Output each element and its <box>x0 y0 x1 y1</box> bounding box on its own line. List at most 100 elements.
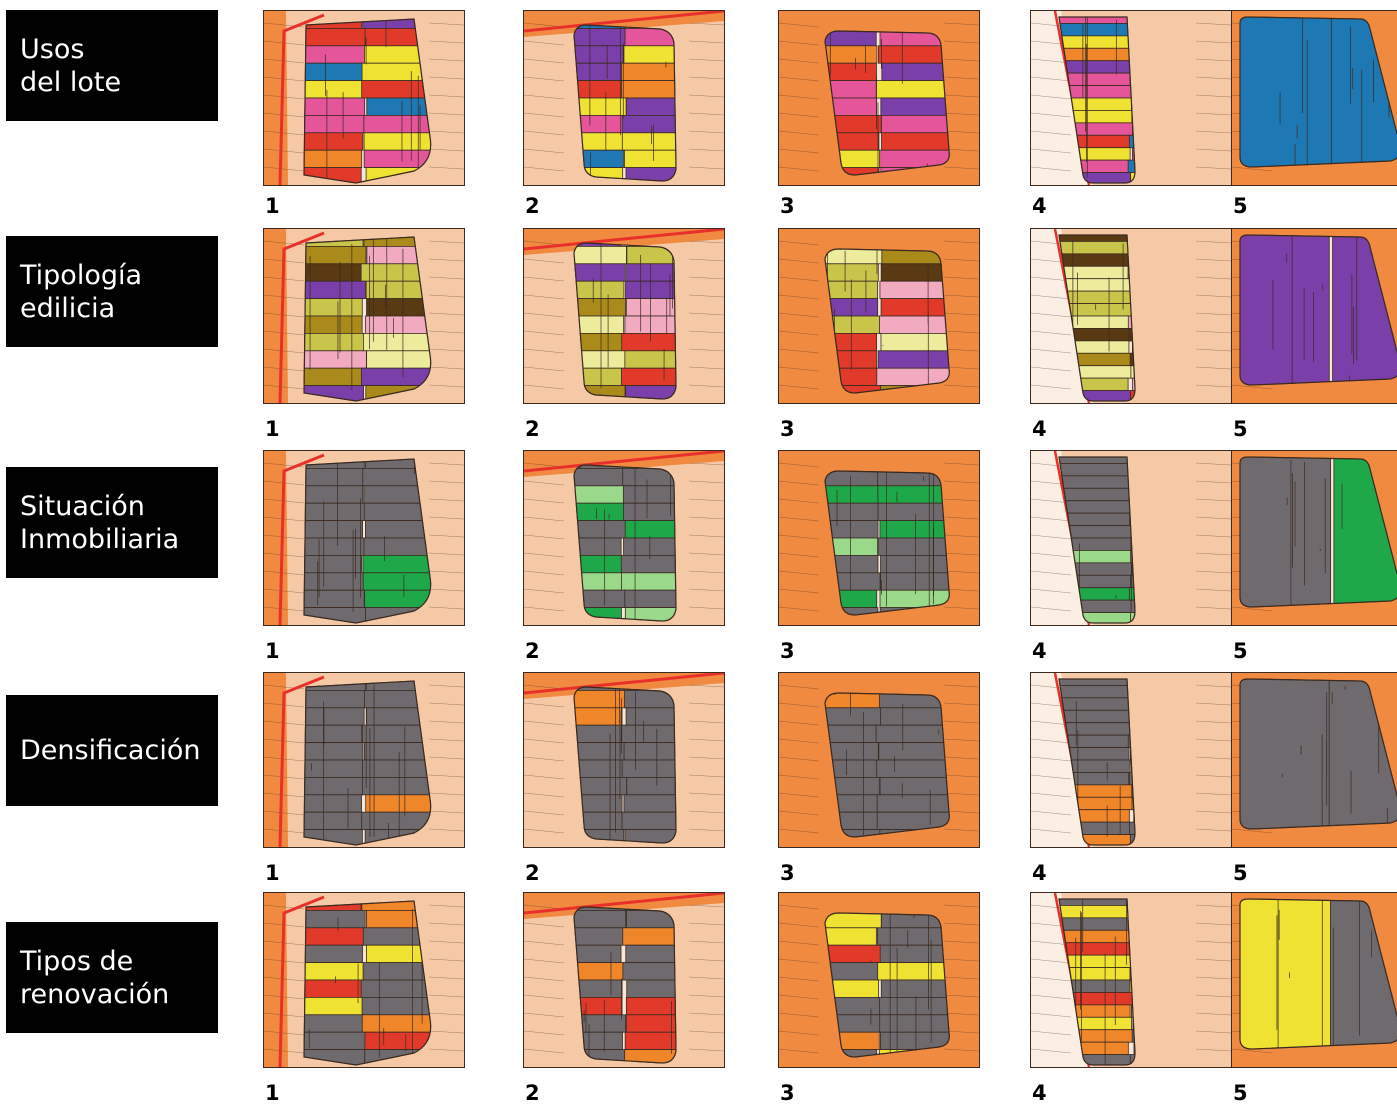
block-number: 1 <box>265 417 280 441</box>
parcel-line <box>524 480 565 486</box>
lot-group <box>304 19 431 183</box>
parcel-line <box>1195 94 1231 98</box>
parcel-line <box>524 148 565 154</box>
block-outline <box>303 458 432 624</box>
parcel-line <box>779 534 820 540</box>
parcel-line <box>943 702 979 706</box>
parcel-line <box>428 720 464 724</box>
parcel-line <box>524 1012 565 1018</box>
block-outline <box>573 24 677 182</box>
parcel-line <box>428 588 464 592</box>
block-outline <box>824 470 950 616</box>
block-map-svg <box>779 11 979 185</box>
parcel-line <box>264 774 305 780</box>
parcel-line <box>943 958 979 962</box>
parcel-line <box>524 112 565 118</box>
parcel-line <box>779 976 820 982</box>
parcel-line <box>264 552 305 558</box>
parcel-line <box>428 792 464 796</box>
parcel-line <box>1195 792 1231 796</box>
street-line <box>524 673 724 695</box>
parcel-line <box>779 570 820 576</box>
parcel-line <box>1031 1048 1072 1054</box>
parcel-line <box>524 534 565 540</box>
parcel-line <box>779 22 820 28</box>
parcel-line <box>779 112 820 118</box>
parcel-line <box>943 940 979 944</box>
parcel-line <box>1031 112 1072 118</box>
parcel-line <box>524 312 565 318</box>
parcel-line <box>688 130 724 134</box>
parcel-line <box>688 552 724 556</box>
parcel-line <box>264 756 305 762</box>
parcel-line <box>1195 22 1231 26</box>
lot <box>626 245 676 265</box>
parcel-line <box>524 774 565 780</box>
parcel-line <box>524 720 565 726</box>
parcel-line <box>524 516 565 522</box>
parcel-line <box>943 94 979 98</box>
parcel-line <box>779 312 820 318</box>
parcel-line <box>779 148 820 154</box>
block-number: 5 <box>1233 194 1248 218</box>
parcel-line <box>688 1012 724 1016</box>
parcel-line <box>943 112 979 116</box>
parcel-line <box>264 348 305 354</box>
block-number: 2 <box>525 1081 540 1105</box>
parcel-line <box>1195 258 1231 262</box>
block-map <box>778 672 980 848</box>
parcel-line <box>688 810 724 814</box>
parcel-line <box>524 922 565 928</box>
parcel-line <box>1031 348 1072 354</box>
parcel-line <box>524 258 565 264</box>
parcel-line <box>943 384 979 388</box>
block-map <box>1030 450 1232 626</box>
parcel-line <box>779 774 820 780</box>
parcel-line <box>779 94 820 100</box>
parcel-line <box>428 112 464 116</box>
row-label: Usos del lote <box>6 10 218 121</box>
parcel-line <box>264 1048 305 1054</box>
parcel-line <box>1031 774 1072 780</box>
block-outline <box>573 464 677 622</box>
parcel-line <box>943 240 979 244</box>
parcel-line <box>524 756 565 762</box>
parcel-line <box>428 684 464 688</box>
parcel-line <box>264 994 305 1000</box>
parcel-line <box>264 976 305 982</box>
parcel-line <box>428 516 464 520</box>
parcel-line <box>1031 588 1072 594</box>
block-outline <box>824 692 950 838</box>
parcel-line <box>524 994 565 1000</box>
parcel-line <box>1031 552 1072 558</box>
block-map <box>778 10 980 186</box>
block-map-svg <box>1232 893 1397 1067</box>
parcel-line <box>943 462 979 466</box>
block-outline <box>1058 678 1136 846</box>
parcel-line <box>779 498 820 504</box>
parcel-line <box>779 40 820 46</box>
parcel-line <box>688 148 724 152</box>
lot-group <box>825 471 950 615</box>
lot <box>625 97 676 116</box>
parcel-line <box>1195 922 1231 926</box>
block-number: 1 <box>265 1081 280 1105</box>
parcel-line <box>779 828 820 834</box>
block-number: 1 <box>265 639 280 663</box>
parcel-line <box>943 58 979 62</box>
block-outline <box>573 906 677 1064</box>
parcel-line <box>943 976 979 980</box>
parcel-line <box>779 702 820 708</box>
block-map-svg <box>779 673 979 847</box>
block-map <box>523 10 725 186</box>
parcel-line <box>688 702 724 706</box>
parcel-line <box>688 684 724 688</box>
parcel-line <box>779 720 820 726</box>
block-outline <box>303 900 432 1066</box>
block-map-svg <box>779 229 979 403</box>
street-line <box>524 11 724 33</box>
parcel-line <box>1195 58 1231 62</box>
parcel-line <box>428 94 464 98</box>
lot <box>1129 1054 1135 1065</box>
parcel-line <box>688 112 724 116</box>
